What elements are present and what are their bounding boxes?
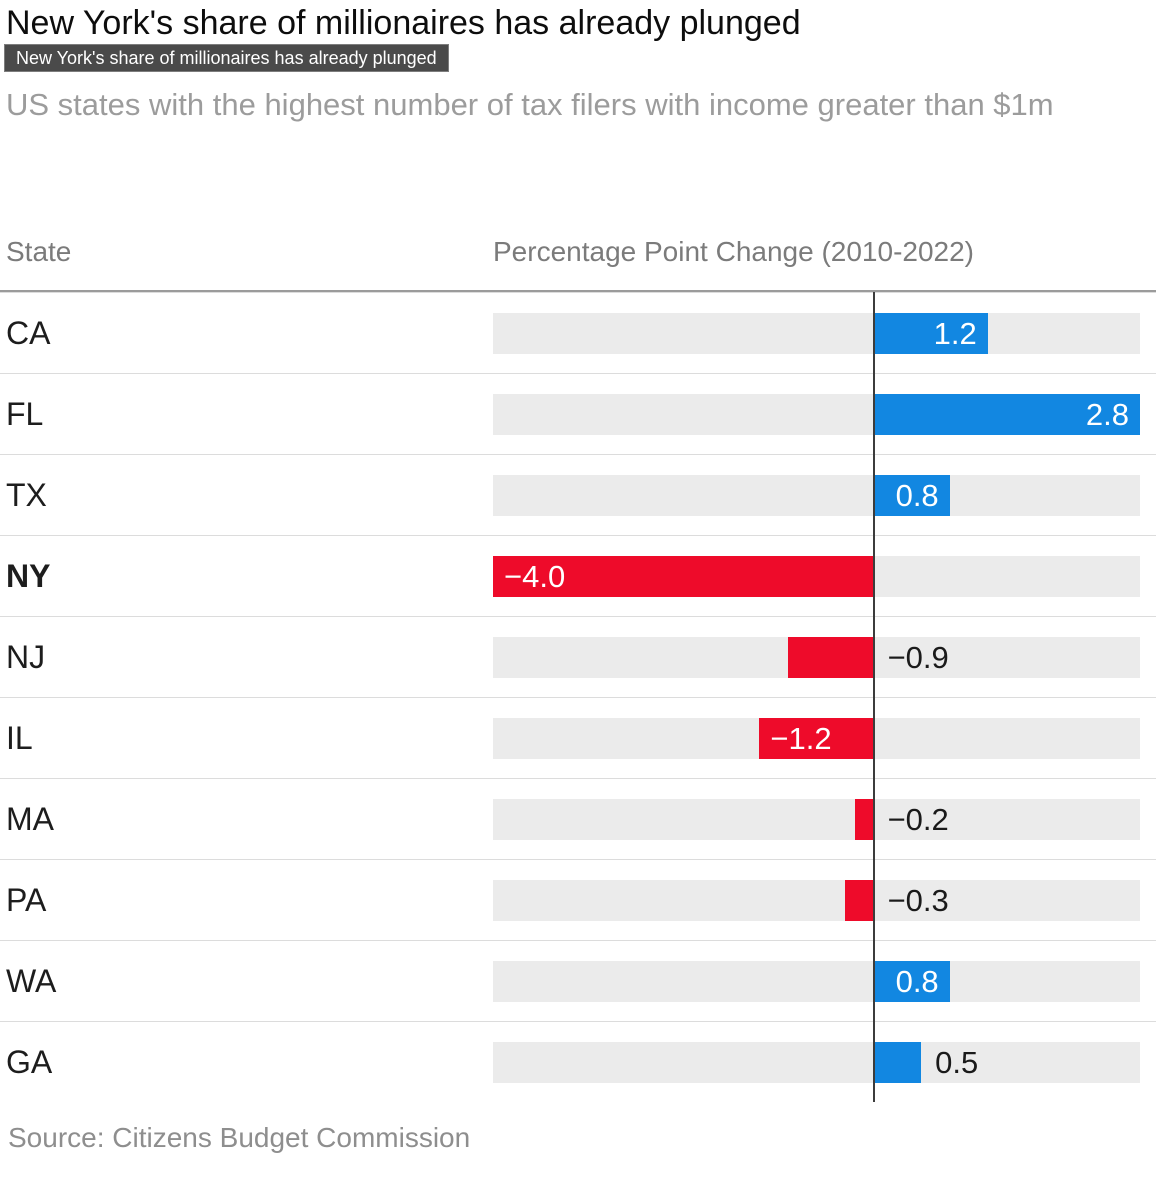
- bar-value-label: −4.0: [504, 559, 566, 594]
- negative-bar-pa: [845, 880, 874, 921]
- zero-axis-line: [872, 292, 875, 1102]
- positive-bar-wa: 0.8: [873, 961, 950, 1002]
- row-label-ga: GA: [6, 1044, 53, 1080]
- bar-value-label: 0.8: [895, 478, 939, 513]
- bar-track: 0.8: [493, 475, 1140, 516]
- negative-bar-il: −1.2: [759, 718, 874, 759]
- chart-row-pa: PA −0.3: [0, 859, 1156, 940]
- bar-track: −0.3: [493, 880, 1140, 921]
- bar-value-label: 0.5: [935, 1045, 979, 1080]
- bar-value-label: −1.2: [770, 721, 832, 756]
- row-label-tx: TX: [6, 477, 47, 513]
- chart-row-nj: NJ −0.9: [0, 616, 1156, 697]
- row-label-ca: CA: [6, 315, 51, 351]
- chart-subtitle: US states with the highest number of tax…: [6, 87, 1054, 122]
- bar-track: −0.9: [493, 637, 1140, 678]
- row-label-il: IL: [6, 720, 33, 756]
- positive-bar-ca: 1.2: [873, 313, 988, 354]
- bar-value-label: −0.9: [887, 640, 949, 675]
- title-hover-tooltip: New York's share of millionaires has alr…: [4, 44, 449, 72]
- bar-track: 1.2: [493, 313, 1140, 354]
- positive-bar-fl: 2.8: [873, 394, 1140, 435]
- bar-value-label: 1.2: [933, 316, 977, 351]
- chart-plot-area: CA 1.2 FL 2.8 TX 0.8 NY −4.0 NJ −0.9 IL −1.2 MA −0.2 P…: [0, 290, 1156, 1102]
- row-label-ny: NY: [6, 558, 51, 594]
- bar-track: 0.5: [493, 1042, 1140, 1083]
- row-label-nj: NJ: [6, 639, 46, 675]
- bar-value-label: 2.8: [1085, 397, 1129, 432]
- row-label-pa: PA: [6, 882, 47, 918]
- chart-row-ny: NY −4.0: [0, 535, 1156, 616]
- chart-title: New York's share of millionaires has alr…: [6, 4, 801, 42]
- bar-value-label: −0.2: [887, 802, 949, 837]
- positive-bar-tx: 0.8: [873, 475, 950, 516]
- column-header-state: State: [6, 236, 72, 267]
- positive-bar-ga: [873, 1042, 922, 1083]
- chart-row-ga: GA 0.5: [0, 1021, 1156, 1102]
- bar-track: −1.2: [493, 718, 1140, 759]
- row-label-fl: FL: [6, 396, 44, 432]
- bar-track: −0.2: [493, 799, 1140, 840]
- chart-row-wa: WA 0.8: [0, 940, 1156, 1021]
- bar-value-label: −0.3: [887, 883, 949, 918]
- chart-row-tx: TX 0.8: [0, 454, 1156, 535]
- negative-bar-nj: [787, 637, 874, 678]
- source-attribution: Source: Citizens Budget Commission: [8, 1122, 471, 1153]
- chart-row-ma: MA −0.2: [0, 778, 1156, 859]
- chart-row-fl: FL 2.8: [0, 373, 1156, 454]
- bar-track: 2.8: [493, 394, 1140, 435]
- chart-row-ca: CA 1.2: [0, 292, 1156, 373]
- bar-value-label: 0.8: [895, 964, 939, 999]
- chart-row-il: IL −1.2: [0, 697, 1156, 778]
- bar-track: −4.0: [493, 556, 1140, 597]
- column-header-value: Percentage Point Change (2010-2022): [493, 236, 975, 267]
- row-label-wa: WA: [6, 963, 57, 999]
- negative-bar-ma: [854, 799, 874, 840]
- bar-track: 0.8: [493, 961, 1140, 1002]
- row-label-ma: MA: [6, 801, 54, 837]
- negative-bar-ny: −4.0: [493, 556, 874, 597]
